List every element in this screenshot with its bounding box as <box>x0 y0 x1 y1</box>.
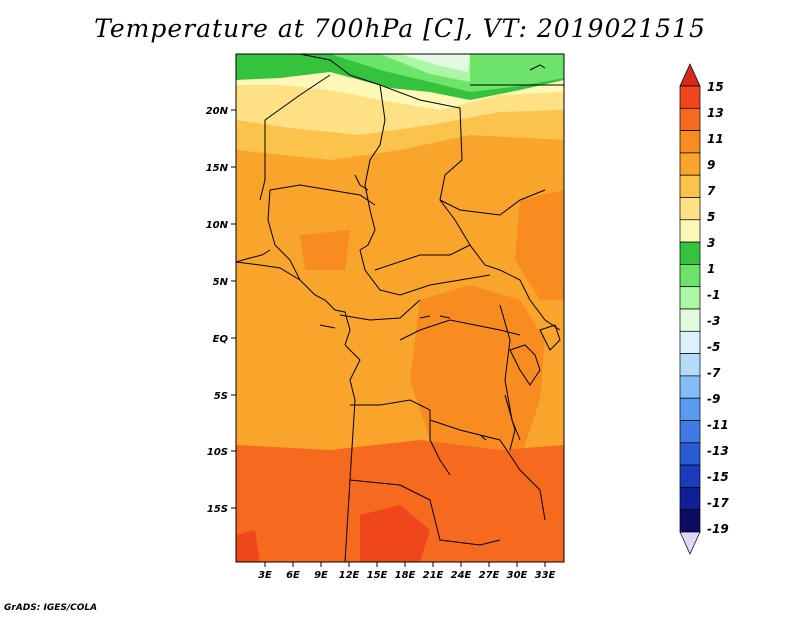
lon-tick-label: 33E <box>535 570 556 581</box>
colorbar-bottom-arrow <box>679 531 701 555</box>
country-borders <box>236 54 564 562</box>
colorbar-cell <box>679 130 701 154</box>
lon-tick-label: 6E <box>286 570 300 581</box>
colorbar-cell <box>679 375 701 399</box>
colorbar-label: 13 <box>707 106 724 120</box>
warm-region-congo <box>410 285 545 470</box>
colorbar-label: 15 <box>707 80 724 94</box>
hot-region-sw <box>236 530 260 562</box>
lat-tick-label: 15N <box>206 163 229 174</box>
credit-text: GrADS: IGES/COLA <box>4 603 98 613</box>
colorbar-cell <box>679 197 701 221</box>
warm-region-east <box>515 190 564 300</box>
colorbar-label: -15 <box>707 470 729 484</box>
colorbar-cell <box>679 509 701 533</box>
colorbar-cell <box>679 264 701 288</box>
latitude-axis: 20N 15N 10N 5N EQ 5S 10S 15S <box>206 106 236 515</box>
lat-tick-label: 5N <box>213 277 229 288</box>
warm-band-south <box>236 440 564 562</box>
colorbar: 15 13 11 9 7 5 3 1 -1 -3 -5 -7 -9 -11 -1… <box>679 63 729 555</box>
lon-tick-label: 3E <box>258 570 272 581</box>
longitude-axis: 3E 6E 9E 12E 15E 18E 21E 24E 27E 30E 33E <box>258 562 556 581</box>
colorbar-cell <box>679 308 701 332</box>
colorbar-label: -19 <box>707 522 729 536</box>
lon-tick-label: 27E <box>479 570 500 581</box>
lon-tick-label: 30E <box>507 570 528 581</box>
lat-tick-label: 5S <box>214 391 228 402</box>
colorbar-cell <box>679 152 701 176</box>
colorbar-label: -17 <box>707 496 729 510</box>
lat-tick-label: EQ <box>213 334 229 345</box>
colorbar-label: 1 <box>707 262 715 276</box>
lon-tick-label: 12E <box>339 570 360 581</box>
colorbar-cell <box>679 442 701 466</box>
chart-title: Temperature at 700hPa [C], VT: 201902151… <box>94 14 706 43</box>
lat-tick-label: 10S <box>207 447 228 458</box>
colorbar-label: 9 <box>707 158 715 172</box>
colorbar-label: -13 <box>707 444 729 458</box>
colorbar-cell <box>679 219 701 243</box>
colorbar-cell <box>679 174 701 198</box>
colorbar-cell <box>679 330 701 354</box>
colorbar-top-arrow <box>679 63 701 87</box>
hot-region-south <box>360 505 430 562</box>
colorbar-label: -11 <box>707 418 729 432</box>
colorbar-cell <box>679 107 701 131</box>
colorbar-label: -9 <box>707 392 720 406</box>
lat-tick-label: 20N <box>206 106 229 117</box>
colorbar-cell <box>679 85 701 109</box>
colorbar-cell <box>679 353 701 377</box>
colorbar-label: -1 <box>707 288 720 302</box>
colorbar-cell <box>679 464 701 488</box>
colorbar-label: -5 <box>707 340 720 354</box>
colorbar-label: 7 <box>707 184 716 198</box>
lon-tick-label: 9E <box>314 570 328 581</box>
lat-tick-label: 15S <box>207 504 228 515</box>
colorbar-cell <box>679 241 701 265</box>
colorbar-cell <box>679 286 701 310</box>
colorbar-cell <box>679 420 701 444</box>
colorbar-label: 11 <box>707 132 724 146</box>
band-minus5 <box>400 54 470 72</box>
colorbar-cell <box>679 487 701 511</box>
warm-region-west <box>300 230 350 270</box>
colorbar-label: -7 <box>707 366 721 380</box>
colorbar-label: 3 <box>707 236 715 250</box>
colorbar-label: 5 <box>707 210 715 224</box>
colorbar-label: -3 <box>707 314 720 328</box>
lon-tick-label: 24E <box>451 570 472 581</box>
map-frame <box>235 53 565 563</box>
temperature-field <box>236 54 564 562</box>
lon-tick-label: 21E <box>423 570 444 581</box>
lon-tick-label: 15E <box>367 570 388 581</box>
lat-tick-label: 10N <box>206 220 229 231</box>
lon-tick-label: 18E <box>395 570 416 581</box>
colorbar-cell <box>679 397 701 421</box>
